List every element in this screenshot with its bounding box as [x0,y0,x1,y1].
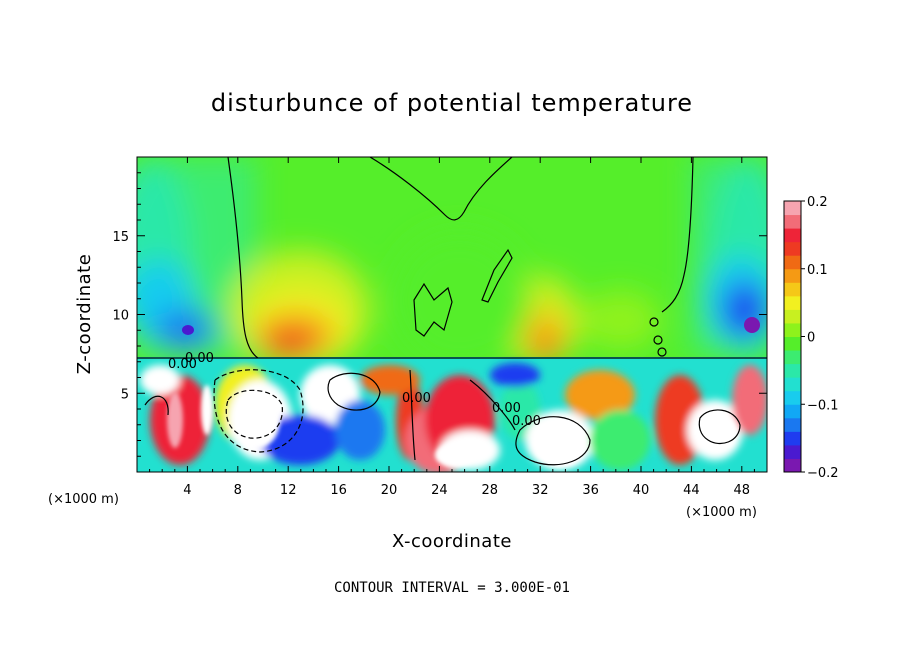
y-unit-label: (×1000 m) [686,505,757,520]
y-tick-label: 15 [112,230,129,245]
x-tick-label: 12 [280,483,297,498]
heatmap-field: 0.00 0.00 0.00 0.00 0.00 [137,157,767,472]
x-tick-label: 36 [582,483,599,498]
colorbar-swatch [784,363,801,378]
x-tick-label: 24 [431,483,448,498]
x-unit-label: (×1000 m) [48,492,119,507]
lower-detail [167,385,736,467]
chart-title: disturbunce of potential temperature [211,89,693,117]
colorbar-swatch [784,404,801,419]
contour-label: 0.00 [492,401,521,416]
x-tick-label: 20 [381,483,398,498]
x-tick-label: 48 [734,483,751,498]
x-tick-label: 4 [183,483,191,498]
x-tick-label: 32 [532,483,549,498]
colorbar-swatch [784,390,801,405]
x-tick-label: 44 [683,483,700,498]
colorbar-tick-label: 0 [807,331,815,346]
colorbar-swatch [784,377,801,392]
colorbar-swatch [784,295,801,310]
contour-value-labels: 0.00 0.00 0.00 0.00 0.00 [168,351,541,429]
y-tick-label: 10 [112,309,129,324]
colorbar-swatch [784,336,801,351]
x-tick-label: 8 [234,483,242,498]
colorbar-swatch [784,228,801,243]
y-tick-label: 5 [121,387,129,402]
x-axis: 4 8 12 16 20 24 28 32 36 40 44 48 [149,157,755,498]
colorbar-swatch [784,444,801,459]
x-tick-label: 40 [633,483,650,498]
x-axis-label: X-coordinate [392,531,512,552]
colorbar-swatch [784,309,801,324]
y-axis-label: Z-coordinate [74,254,95,375]
colorbar-swatch [784,350,801,365]
colorbar-tick-label: 0.2 [807,195,828,210]
colorbar-swatch [784,417,801,432]
colorbar-tick-label: 0.1 [807,263,828,278]
colorbar-swatch [784,458,801,473]
colorbar-swatch [784,201,801,216]
x-tick-label: 16 [330,483,347,498]
colorbar-swatch [784,241,801,256]
colorbar-swatch [784,322,801,337]
colorbar-swatch [784,214,801,229]
contour-label: 0.00 [512,414,541,429]
contour-label: 0.00 [402,391,431,406]
contour-interval-note: CONTOUR INTERVAL = 3.000E-01 [334,580,570,596]
colorbar-swatch [784,255,801,270]
x-tick-label: 28 [482,483,499,498]
y-axis: 5 10 15 [112,172,767,457]
contour-lines [137,157,767,466]
colorbar-tick-label: −0.2 [807,466,839,481]
contour-label: 0.00 [168,357,197,372]
contour-label: 0.00 [185,351,214,366]
colorbar-swatch [784,268,801,283]
colorbar-tick-label: −0.1 [807,398,839,413]
colorbar: 0.2 0.1 0 −0.1 −0.2 [783,195,839,481]
colorbar-swatch [784,282,801,297]
colorbar-swatch [784,431,801,446]
